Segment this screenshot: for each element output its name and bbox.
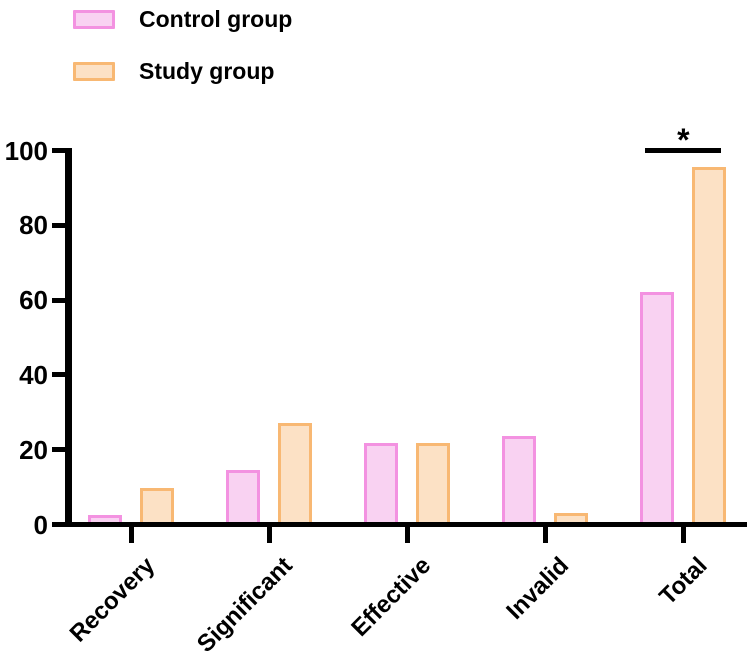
legend-label-control-group: Control group xyxy=(139,5,293,32)
x-tick xyxy=(542,527,548,543)
bar-study-group-invalid xyxy=(554,512,589,522)
x-category-label-total: Total xyxy=(654,552,713,611)
legend-swatch-control-group xyxy=(73,9,115,29)
y-tick xyxy=(52,447,65,453)
x-category-label-invalid: Invalid xyxy=(501,552,575,625)
bar-control-group-total xyxy=(640,291,675,522)
x-tick xyxy=(404,527,410,543)
legend-label-study-group: Study group xyxy=(139,57,275,84)
legend-swatch-study-group xyxy=(73,61,115,81)
y-tick xyxy=(52,297,65,303)
x-tick xyxy=(266,527,272,543)
legend-item-study-group: Study group xyxy=(73,58,274,84)
x-category-label-effective: Effective xyxy=(346,552,437,642)
y-tick xyxy=(52,522,65,527)
bar-control-group-significant xyxy=(226,469,261,522)
y-tick-label: 60 xyxy=(19,285,48,316)
y-tick-label: 80 xyxy=(19,210,48,241)
bar-control-group-invalid xyxy=(502,435,537,522)
bar-study-group-significant xyxy=(278,422,313,522)
significance-line xyxy=(645,148,722,153)
y-tick-label: 20 xyxy=(19,434,48,465)
y-tick-label: 0 xyxy=(33,509,48,540)
x-axis-line xyxy=(65,522,747,527)
x-category-label-recovery: Recovery xyxy=(64,552,161,648)
significance-star: * xyxy=(677,122,690,158)
bar-study-group-recovery xyxy=(140,488,174,522)
legend-item-control-group: Control group xyxy=(73,6,292,32)
y-tick-label: 40 xyxy=(19,359,48,390)
y-tick xyxy=(52,148,65,153)
y-tick xyxy=(52,372,65,378)
y-axis-line xyxy=(65,148,72,527)
x-tick xyxy=(680,527,686,543)
y-tick-label: 100 xyxy=(4,135,48,166)
x-category-label-significant: Significant xyxy=(192,552,299,658)
y-tick xyxy=(52,222,65,228)
bar-study-group-effective xyxy=(416,443,451,522)
bar-control-group-recovery xyxy=(88,514,122,522)
x-tick xyxy=(128,527,134,543)
bar-study-group-total xyxy=(692,166,727,522)
bar-control-group-effective xyxy=(364,443,399,522)
